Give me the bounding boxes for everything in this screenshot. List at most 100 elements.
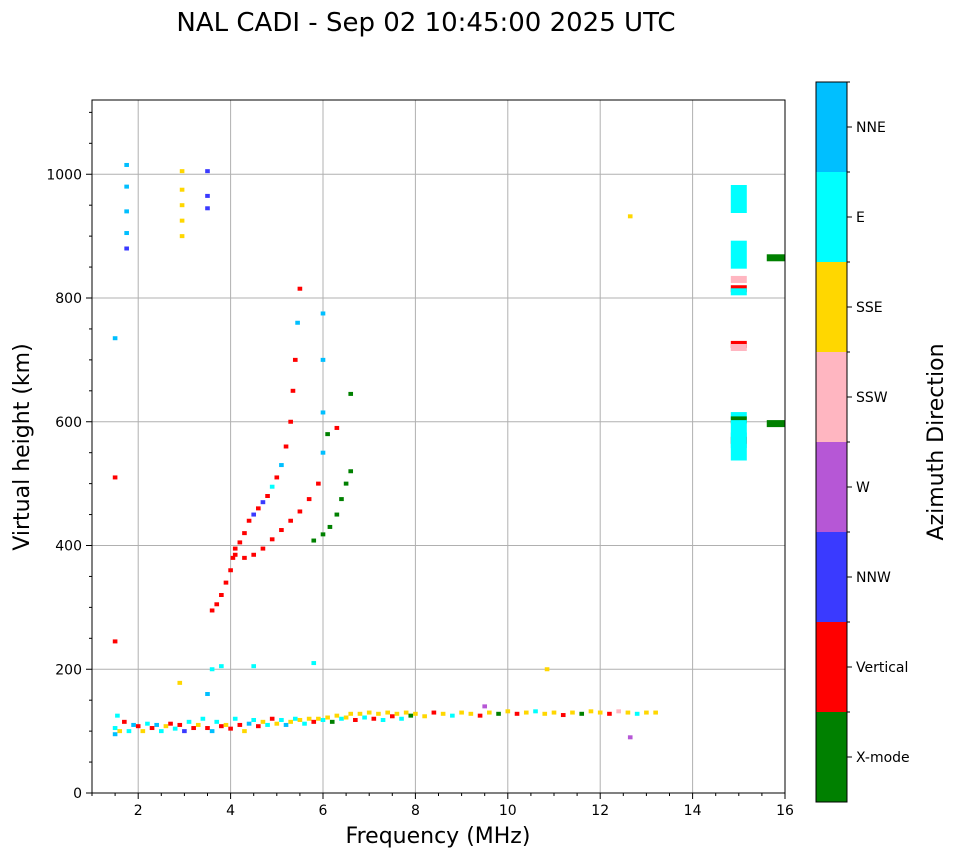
x-axis-label: Frequency (MHz)	[346, 824, 531, 849]
data-point	[297, 509, 303, 514]
data-point	[214, 719, 220, 724]
data-point	[588, 709, 594, 714]
data-point	[145, 721, 150, 726]
data-point	[251, 664, 257, 669]
data-point	[730, 185, 747, 213]
data-point	[124, 184, 129, 189]
data-point	[200, 716, 206, 721]
data-point	[154, 722, 159, 727]
data-point	[297, 286, 303, 291]
data-point	[625, 710, 631, 715]
data-point	[117, 729, 123, 734]
data-point	[343, 481, 349, 486]
data-point	[179, 169, 185, 174]
data-point	[228, 568, 233, 573]
data-point	[177, 722, 183, 727]
data-point	[766, 254, 785, 262]
colorbar-segment	[816, 532, 847, 622]
data-point	[131, 722, 136, 727]
data-point	[219, 724, 224, 729]
data-point	[205, 169, 210, 174]
data-point	[408, 713, 414, 718]
data-point	[634, 711, 640, 716]
data-point	[279, 463, 284, 468]
data-point	[627, 735, 633, 740]
data-point	[124, 246, 129, 251]
data-point	[112, 726, 118, 731]
data-point	[288, 518, 293, 523]
colorbar-frame	[815, 81, 848, 803]
data-point	[172, 726, 178, 731]
series-e-layer-echoes	[112, 661, 658, 740]
data-point	[334, 713, 340, 718]
data-point	[168, 721, 173, 726]
x-tick-label: 2	[134, 803, 143, 819]
data-point	[242, 729, 247, 734]
colorbar-tick-label: E	[856, 210, 865, 226]
y-tick-label: 200	[55, 662, 82, 678]
data-point	[283, 722, 289, 727]
data-point	[256, 506, 261, 511]
data-point	[477, 713, 483, 718]
series-f-layer-trace	[112, 286, 354, 644]
data-point	[124, 162, 129, 167]
data-point	[158, 729, 164, 734]
data-point	[329, 719, 335, 724]
data-point	[325, 715, 330, 720]
data-point	[403, 710, 409, 715]
data-point	[325, 432, 330, 437]
y-axis-label: Virtual height (km)	[10, 343, 35, 550]
x-tick-label: 14	[684, 803, 702, 819]
data-point	[348, 711, 354, 716]
data-point	[348, 391, 354, 396]
data-point	[112, 475, 118, 480]
data-point	[302, 721, 307, 726]
y-tick-label: 800	[55, 291, 82, 307]
data-point	[320, 357, 326, 362]
data-point	[140, 729, 146, 734]
x-tick-label: 8	[411, 803, 420, 819]
data-point	[316, 481, 321, 486]
data-point	[256, 724, 261, 729]
colorbar-segment	[816, 352, 847, 442]
data-point	[482, 704, 488, 709]
data-marks	[112, 162, 785, 740]
data-point	[251, 512, 257, 517]
y-axis: 0 200 400 600 800 1000	[46, 111, 92, 802]
colorbar-tick-label: Vertical	[856, 660, 908, 676]
data-point	[653, 710, 658, 715]
data-point	[551, 710, 557, 715]
colorbar-segment	[816, 712, 847, 802]
data-point	[597, 710, 603, 715]
colorbar-label: Azimuth Direction	[924, 343, 949, 540]
data-point	[431, 710, 437, 715]
data-point	[320, 532, 326, 537]
data-point	[306, 497, 312, 502]
data-point	[279, 528, 284, 533]
data-point	[380, 717, 386, 722]
data-point	[339, 716, 344, 721]
data-point	[311, 719, 317, 724]
data-point	[730, 416, 747, 424]
data-point	[260, 500, 266, 505]
data-point	[627, 214, 633, 219]
data-point	[205, 692, 210, 696]
data-point	[339, 497, 344, 502]
data-point	[223, 580, 229, 585]
data-point	[292, 716, 298, 721]
data-point	[274, 721, 280, 726]
data-point	[514, 711, 520, 716]
data-point	[112, 336, 118, 341]
data-point	[186, 719, 192, 724]
data-point	[191, 726, 196, 731]
data-point	[376, 711, 381, 716]
data-point	[223, 722, 229, 727]
chart-title: NAL CADI - Sep 02 10:45:00 2025 UTC	[176, 8, 675, 38]
data-point	[468, 711, 474, 716]
data-point	[122, 719, 127, 724]
data-point	[242, 555, 247, 560]
x-tick-label: 4	[226, 803, 235, 819]
colorbar-tick-label: SSE	[856, 300, 883, 316]
data-point	[487, 710, 492, 715]
